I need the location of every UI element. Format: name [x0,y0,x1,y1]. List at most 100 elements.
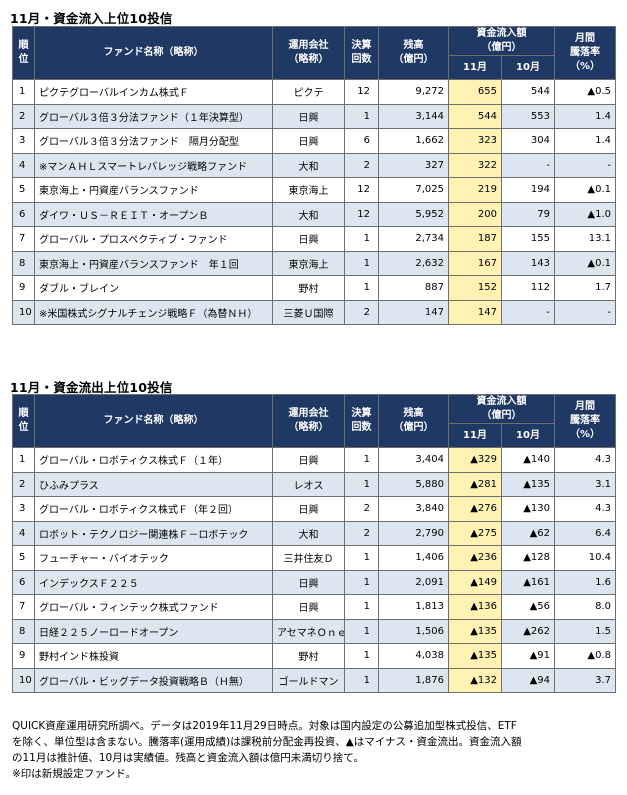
balance-cell: 1,506 [378,618,449,644]
fund-name-cell: グローバル・ロボティクス株式Ｆ（１年） [34,447,273,473]
kessan-cell: 12 [344,201,379,227]
table-row: 8 東京海上・円資産バランスファンド 年１回 東京海上 1 2,632 167 143 ▲0.… [12,250,616,276]
rank-cell: 9 [12,275,35,301]
balance-cell: 7,025 [378,177,449,203]
balance-cell: 2,091 [378,569,449,595]
fund-name-cell: グローバル・プロスペクティブ・ファンド [34,226,273,252]
inflow-table: 順位 ファンド名称（略称） 運用会社 （略称） 決算 回数 残高 （億円） 資金流入額… [12,26,616,325]
footnote: QUICK資産運用研究所調べ。データは2019年11月29日時点。対象は国内設定… [12,718,617,782]
table-row: 2 グローバル３倍３分法ファンド（１年決算型） 日興 1 3,144 544 553 1.4 [12,103,616,129]
monthly-change-cell: 4.3 [554,496,616,522]
rank-cell: 5 [12,545,35,571]
monthly-change-cell: 10.4 [554,545,616,571]
fund-name-cell: ダブル・ブレイン [34,275,273,301]
kessan-cell: 12 [344,79,379,105]
kessan-cell: 2 [344,496,379,522]
table-row: 10 グローバル・ビッグデータ投資戦略Ｂ（Ｈ無） ゴールドマン 1 1,876 ▲132 ▲… [12,667,616,693]
november-flow-cell: ▲276 [448,496,502,522]
monthly-change-cell: ▲0.1 [554,250,616,276]
kessan-cell: 1 [344,226,379,252]
monthly-change-cell: 8.0 [554,594,616,620]
november-flow-cell: 152 [448,275,502,301]
table-row: 4 ※マンＡＨＬスマートレバレッジ戦略ファンド 大和 2 327 322- - [12,152,616,178]
november-flow-cell: ▲149 [448,569,502,595]
header-monthly: 月間 騰落率 （%） [554,394,616,448]
october-flow-cell: 553 [501,103,555,129]
fund-name-cell: ピクテグローバルインカム株式Ｆ [34,79,273,105]
company-cell: 日興 [272,594,345,620]
table-row: 10 ※米国株式シグナルチェンジ戦略Ｆ（為替ＮＨ） 三菱Ｕ国際 2 147 147- - [12,299,616,325]
rank-cell: 8 [12,618,35,644]
october-flow-cell: ▲128 [501,545,555,571]
rank-cell: 1 [12,447,35,473]
header-fund: ファンド名称（略称） [34,394,273,448]
company-cell: 東京海上 [272,177,345,203]
monthly-change-cell: 1.4 [554,128,616,154]
kessan-cell: 1 [344,667,379,693]
company-cell: 野村 [272,643,345,669]
balance-cell: 5,952 [378,201,449,227]
table-row: 6 ダイワ・ＵＳ－ＲＥＩＴ・オープンＢ 大和 12 5,952 200 79 ▲1.0 [12,201,616,227]
october-flow-cell: ▲161 [501,569,555,595]
november-flow-cell: 655 [448,79,502,105]
company-cell: 日興 [272,128,345,154]
table-row: 7 グローバル・フィンテック株式ファンド 日興 1 1,813 ▲136 ▲56 8.0 [12,594,616,620]
company-cell: 日興 [272,496,345,522]
november-flow-cell: ▲132 [448,667,502,693]
table-row: 4 ロボット・テクノロジー関連株Ｆ－ロボテック 大和 2 2,790 ▲275 ▲62 6.4 [12,520,616,546]
november-flow-cell: ▲275 [448,520,502,546]
november-flow-cell: 187 [448,226,502,252]
table-row: 5 東京海上・円資産バランスファンド 東京海上 12 7,025 219 194 ▲0.1 [12,177,616,203]
november-flow-cell: ▲136 [448,594,502,620]
company-cell: アセマネＯｎｅ [272,618,345,644]
company-cell: 大和 [272,201,345,227]
header-rank: 順位 [12,394,35,448]
monthly-change-cell: 1.7 [554,275,616,301]
monthly-change-cell: 4.3 [554,447,616,473]
october-flow-cell: 112 [501,275,555,301]
kessan-cell: 1 [344,569,379,595]
november-flow-cell: 147 [448,299,502,325]
rank-cell: 4 [12,520,35,546]
table-row: 1 ピクテグローバルインカム株式Ｆ ピクテ 12 9,272 655 544 ▲0.5 [12,79,616,105]
inflow-title: 11月・資金流入上位10投信 [10,11,173,26]
monthly-change-cell: ▲1.0 [554,201,616,227]
balance-cell: 1,876 [378,667,449,693]
balance-cell: 2,790 [378,520,449,546]
october-flow-cell: ▲262 [501,618,555,644]
fund-name-cell: ロボット・テクノロジー関連株Ｆ－ロボテック [34,520,273,546]
company-cell: 三井住友Ｄ [272,545,345,571]
fund-name-cell: 東京海上・円資産バランスファンド [34,177,273,203]
fund-name-cell: ※米国株式シグナルチェンジ戦略Ｆ（為替ＮＨ） [34,299,273,325]
balance-cell: 1,662 [378,128,449,154]
balance-cell: 3,144 [378,103,449,129]
table-row: 9 ダブル・ブレイン 野村 1 887 152 112 1.7 [12,275,616,301]
kessan-cell: 1 [344,447,379,473]
kessan-cell: 2 [344,152,379,178]
rank-cell: 10 [12,667,35,693]
header-kessan: 決算 回数 [344,26,379,80]
table-row: 1 グローバル・ロボティクス株式Ｆ（１年） 日興 1 3,404 ▲329 ▲140 4.3 [12,447,616,473]
fund-name-cell: グローバル３倍３分法ファンド（１年決算型） [34,103,273,129]
fund-name-cell: 日経２２５ノーロードオープン [34,618,273,644]
table-row: 8 日経２２５ノーロードオープン アセマネＯｎｅ 1 1,506 ▲135 ▲262 1.5 [12,618,616,644]
header-flow: 資金流入額 （億円） [448,26,555,56]
balance-cell: 3,840 [378,496,449,522]
fund-name-cell: グローバル・ビッグデータ投資戦略Ｂ（Ｈ無） [34,667,273,693]
november-flow-cell: 322 [448,152,502,178]
rank-cell: 2 [12,471,35,497]
october-flow-cell: ▲94 [501,667,555,693]
fund-name-cell: フューチャー・バイオテック [34,545,273,571]
october-flow-cell: 194 [501,177,555,203]
fund-name-cell: インデックスＦ２２５ [34,569,273,595]
header-nov: 11月 [448,55,502,80]
monthly-change-cell: 1.4 [554,103,616,129]
kessan-cell: 1 [344,618,379,644]
table-row: 9 野村インド株投資 野村 1 4,038 ▲135 ▲91 ▲0.8 [12,643,616,669]
header-nov: 11月 [448,423,502,448]
october-flow-cell: 544 [501,79,555,105]
kessan-cell: 12 [344,177,379,203]
balance-cell: 1,406 [378,545,449,571]
rank-cell: 7 [12,594,35,620]
company-cell: 野村 [272,275,345,301]
